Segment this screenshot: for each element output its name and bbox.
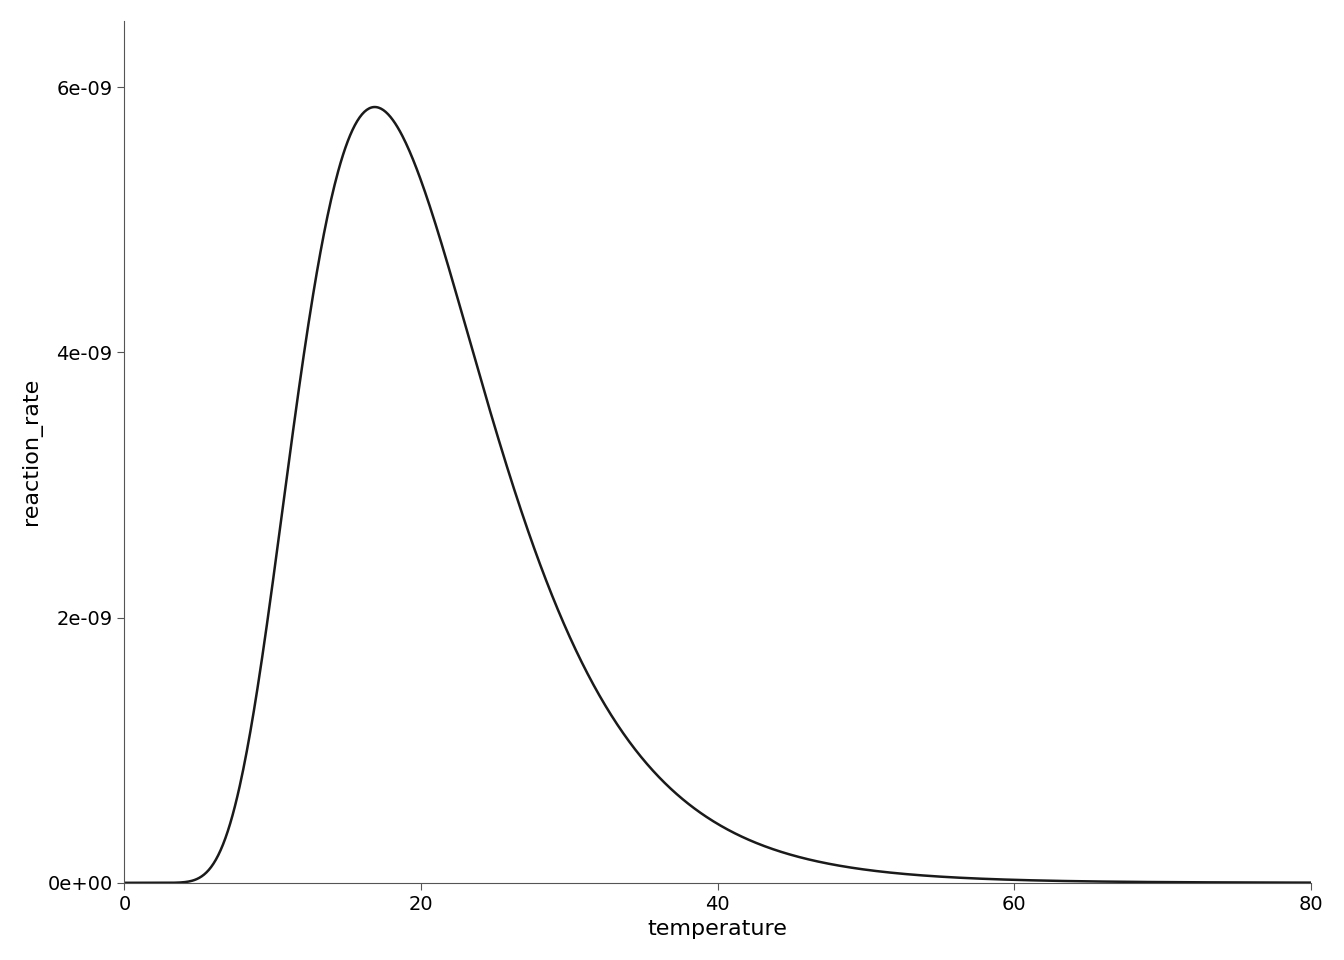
Y-axis label: reaction_rate: reaction_rate [22,378,42,525]
X-axis label: temperature: temperature [648,919,788,939]
